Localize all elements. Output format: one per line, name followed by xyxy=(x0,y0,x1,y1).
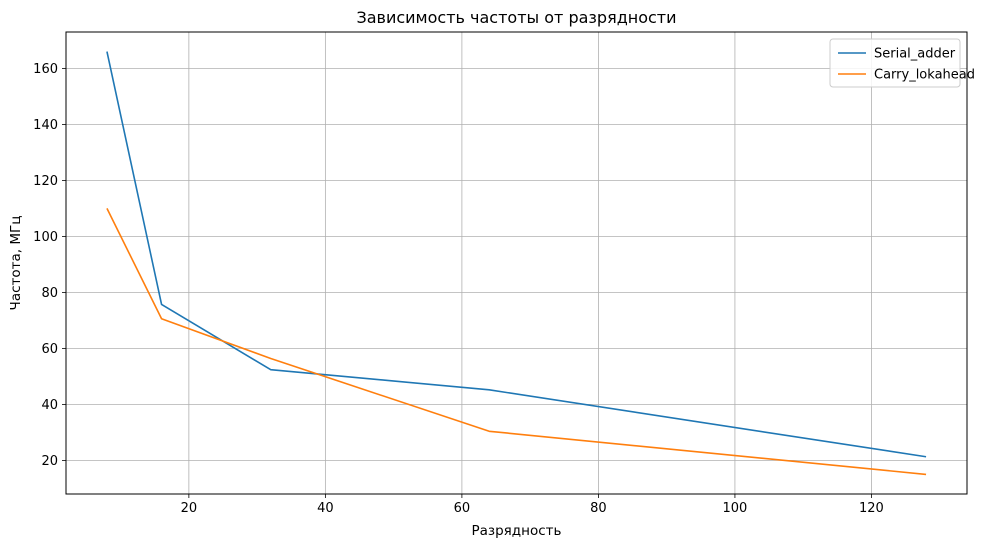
y-tick-label: 100 xyxy=(33,230,58,245)
y-tick-label: 140 xyxy=(33,118,58,133)
x-tick-label: 60 xyxy=(454,501,471,516)
x-tick-label: 40 xyxy=(317,501,334,516)
chart-title: Зависимость частоты от разрядности xyxy=(356,8,676,27)
y-tick-label: 60 xyxy=(41,342,58,357)
y-tick-label: 80 xyxy=(41,286,58,301)
x-tick-label: 120 xyxy=(859,501,884,516)
x-tick-label: 20 xyxy=(181,501,198,516)
y-tick-label: 20 xyxy=(41,454,58,469)
y-tick-label: 40 xyxy=(41,398,58,413)
y-axis-label: Частота, МГц xyxy=(8,216,24,311)
x-tick-label: 100 xyxy=(723,501,748,516)
y-tick-label: 120 xyxy=(33,174,58,189)
legend-label: Serial_adder xyxy=(874,47,956,62)
x-tick-label: 80 xyxy=(590,501,607,516)
legend-label: Carry_lokahead xyxy=(874,68,975,83)
x-axis-label: Разрядность xyxy=(472,523,562,539)
y-tick-label: 160 xyxy=(33,62,58,77)
legend: Serial_adder Carry_lokahead xyxy=(830,39,975,87)
